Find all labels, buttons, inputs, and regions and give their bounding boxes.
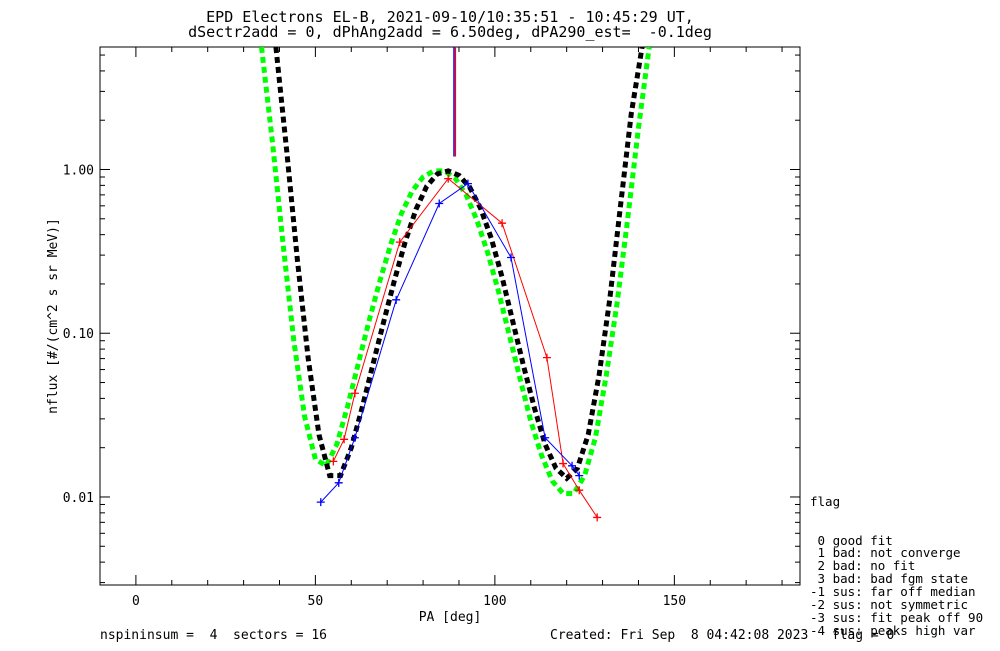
data-line-blue: [320, 182, 580, 503]
data-point-red: [340, 435, 349, 444]
legend-item: -2 sus: not symmetric: [810, 597, 969, 613]
data-point-blue: [334, 478, 343, 487]
legend-items: 0 good fit 1 bad: not converge 2 bad: no…: [810, 532, 984, 638]
data-point-blue: [392, 295, 401, 304]
x-tick-label: 0: [132, 594, 140, 609]
data-point-blue: [541, 433, 550, 442]
data-point-blue: [463, 179, 472, 188]
fit-curve-green: [259, 47, 652, 496]
data-line-red: [332, 177, 598, 518]
flag-legend: flag 0 good fit 1 bad: not converge 2 ba…: [810, 470, 983, 651]
data-point-blue: [316, 498, 325, 507]
data-point-red: [542, 353, 551, 362]
footer-left-info: nspininsum = 4 sectors = 16: [100, 628, 327, 643]
legend-title: flag: [810, 493, 841, 509]
data-point-red: [444, 174, 453, 183]
data-point-red: [498, 219, 507, 228]
y-tick-label: 0.10: [63, 327, 94, 342]
legend-item: 1 bad: not converge: [810, 545, 961, 561]
data-point-red: [559, 459, 568, 468]
legend-item: 0 good fit: [810, 532, 893, 548]
data-point-blue: [435, 199, 444, 208]
data-point-red: [350, 389, 359, 398]
x-tick-label: 50: [308, 594, 324, 609]
data-point-blue: [575, 471, 584, 480]
x-tick-label: 100: [483, 594, 506, 609]
data-point-blue: [568, 461, 577, 470]
legend-item: 2 bad: no fit: [810, 558, 916, 574]
fit-curve-black: [273, 47, 645, 482]
y-tick-label: 0.01: [63, 491, 94, 506]
data-point-red: [395, 238, 404, 247]
y-tick-label: 1.00: [63, 164, 94, 179]
data-point-blue: [350, 433, 359, 442]
footer-created-info: Created: Fri Sep 8 04:42:08 2023 flag = …: [550, 628, 895, 643]
legend-item: -3 sus: fit peak off 90: [810, 609, 984, 625]
legend-item: 3 bad: bad fgm state: [810, 571, 969, 587]
y-axis-label: nflux [#/(cm^2 s sr MeV)]: [46, 218, 61, 414]
data-point-red: [593, 513, 602, 522]
data-point-red: [575, 486, 584, 495]
data-point-red: [329, 457, 338, 466]
x-tick-label: 150: [663, 594, 686, 609]
data-point-blue: [507, 253, 516, 262]
legend-item: -4 sus: peaks high var: [810, 622, 976, 638]
x-axis-label: PA [deg]: [419, 610, 482, 625]
legend-item: -1 sus: far off median: [810, 584, 976, 600]
plot-frame: [99, 46, 801, 586]
chart-title-line-1: EPD Electrons EL-B, 2021-09-10/10:35:51 …: [206, 8, 694, 26]
chart-title-line-2: dSectr2add = 0, dPhAng2add = 6.50deg, dP…: [188, 23, 712, 41]
